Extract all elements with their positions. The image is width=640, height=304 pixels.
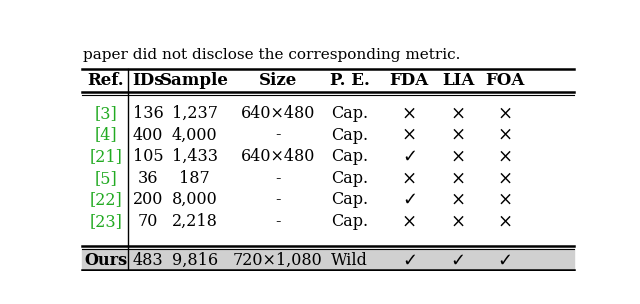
Text: ×: × xyxy=(451,212,466,230)
Text: ✓: ✓ xyxy=(497,251,512,270)
Text: ×: × xyxy=(497,191,512,209)
Text: ✓: ✓ xyxy=(451,251,466,270)
Text: Cap.: Cap. xyxy=(331,148,368,165)
Bar xyxy=(81,249,575,270)
Text: [23]: [23] xyxy=(89,213,122,230)
Text: ×: × xyxy=(451,105,466,123)
Text: ×: × xyxy=(497,105,512,123)
Text: ×: × xyxy=(497,148,512,166)
Text: 640×480: 640×480 xyxy=(241,105,315,122)
Text: 1,433: 1,433 xyxy=(172,148,218,165)
Text: 136: 136 xyxy=(133,105,164,122)
Text: 4,000: 4,000 xyxy=(172,126,218,143)
Text: -: - xyxy=(275,170,280,187)
Text: LIA: LIA xyxy=(442,72,474,89)
Text: 400: 400 xyxy=(133,126,163,143)
Text: [5]: [5] xyxy=(94,170,117,187)
Text: paper did not disclose the corresponding metric.: paper did not disclose the corresponding… xyxy=(83,48,460,62)
Text: ×: × xyxy=(497,126,512,144)
Text: Cap.: Cap. xyxy=(331,126,368,143)
Text: Cap.: Cap. xyxy=(331,170,368,187)
Text: Cap.: Cap. xyxy=(331,191,368,208)
Text: FOA: FOA xyxy=(485,72,524,89)
Text: -: - xyxy=(275,191,280,208)
Text: 1,237: 1,237 xyxy=(172,105,218,122)
Text: ×: × xyxy=(451,148,466,166)
Text: IDs: IDs xyxy=(132,72,164,89)
Text: Sample: Sample xyxy=(160,72,229,89)
Text: 70: 70 xyxy=(138,213,158,230)
Text: -: - xyxy=(275,126,280,143)
Text: ×: × xyxy=(402,105,417,123)
Text: ×: × xyxy=(497,212,512,230)
Text: 9,816: 9,816 xyxy=(172,252,218,269)
Text: P. E.: P. E. xyxy=(330,72,370,89)
Text: 2,218: 2,218 xyxy=(172,213,218,230)
Text: Ours: Ours xyxy=(84,252,127,269)
Text: ×: × xyxy=(402,126,417,144)
Text: 483: 483 xyxy=(133,252,163,269)
Text: ✓: ✓ xyxy=(402,191,417,209)
Text: [21]: [21] xyxy=(89,148,122,165)
Text: Size: Size xyxy=(259,72,297,89)
Text: Wild: Wild xyxy=(332,252,368,269)
Text: 200: 200 xyxy=(133,191,163,208)
Text: 640×480: 640×480 xyxy=(241,148,315,165)
Text: [22]: [22] xyxy=(89,191,122,208)
Text: 105: 105 xyxy=(133,148,163,165)
Text: Cap.: Cap. xyxy=(331,213,368,230)
Text: ×: × xyxy=(451,126,466,144)
Text: 36: 36 xyxy=(138,170,159,187)
Text: ×: × xyxy=(402,212,417,230)
Text: 8,000: 8,000 xyxy=(172,191,218,208)
Text: FDA: FDA xyxy=(390,72,429,89)
Text: ×: × xyxy=(402,169,417,187)
Text: ×: × xyxy=(451,169,466,187)
Text: ✓: ✓ xyxy=(402,251,417,270)
Text: [3]: [3] xyxy=(94,105,117,122)
Text: 187: 187 xyxy=(179,170,210,187)
Text: 720×1,080: 720×1,080 xyxy=(233,252,323,269)
Text: [4]: [4] xyxy=(94,126,117,143)
Text: Cap.: Cap. xyxy=(331,105,368,122)
Text: ✓: ✓ xyxy=(402,148,417,166)
Text: Ref.: Ref. xyxy=(87,72,124,89)
Text: ×: × xyxy=(451,191,466,209)
Text: -: - xyxy=(275,213,280,230)
Text: ×: × xyxy=(497,169,512,187)
